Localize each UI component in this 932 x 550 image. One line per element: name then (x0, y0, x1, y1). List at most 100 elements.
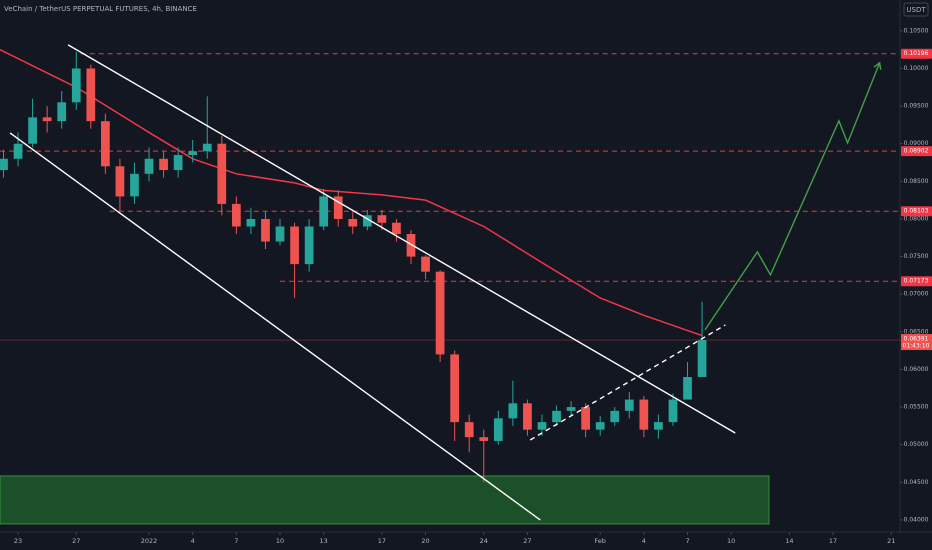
candle-body (464, 422, 474, 438)
moving-average (0, 48, 703, 337)
x-tick-label: 20 (421, 537, 429, 545)
x-tick-label: 7 (234, 537, 238, 545)
x-tick-label: 10 (727, 537, 735, 545)
trend-drawing (704, 62, 881, 331)
candle-body (668, 399, 678, 423)
y-tick-label: 0.05000 (904, 441, 929, 448)
candle-body (639, 399, 649, 430)
candle-body (188, 151, 198, 156)
candle-body (348, 218, 358, 227)
x-tick-label: 27 (523, 537, 531, 545)
candle-body (450, 354, 460, 423)
x-tick-label: 4 (191, 537, 195, 545)
candle-body (493, 418, 503, 441)
candle-body (537, 422, 547, 430)
candle-body (581, 407, 591, 430)
candle-body (435, 271, 445, 355)
y-tick-label: 0.10000 (904, 65, 929, 72)
demand-zone (0, 475, 770, 525)
candle-body (479, 437, 489, 441)
arrow-head (873, 61, 882, 70)
candle-body (304, 226, 314, 265)
currency-box[interactable] (903, 2, 929, 17)
level-tag (901, 48, 932, 59)
x-tick-label: 17 (378, 537, 386, 545)
candle-body (406, 234, 416, 257)
level-tag (901, 206, 932, 217)
candle-body (566, 407, 576, 411)
candle-body (290, 226, 299, 265)
level-label: 0.10196 (904, 50, 929, 57)
x-tick-label: 10 (276, 537, 284, 545)
candle-body (595, 422, 605, 430)
candle-body (421, 256, 430, 272)
y-tick-label: 0.07500 (904, 253, 929, 260)
y-tick-label: 0.05500 (904, 404, 929, 411)
y-tick-label: 0.04000 (904, 516, 929, 523)
currency: USDT (906, 6, 926, 14)
level-tag (901, 146, 932, 157)
candle-body (28, 117, 37, 144)
y-tick-label: 0.06500 (904, 328, 929, 335)
candle-body (115, 166, 125, 197)
candle-body (57, 102, 67, 122)
chart-title: VeChain / TetherUS PERPETUAL FUTURES, 4h… (4, 5, 197, 13)
candle-body (101, 121, 110, 167)
level-label: 0.08902 (904, 148, 929, 155)
trend-drawing (67, 44, 736, 434)
candle-body (159, 158, 168, 171)
candle-body (392, 222, 401, 235)
y-tick-label: 0.10500 (904, 27, 929, 34)
level-label: 0.08103 (904, 208, 929, 215)
candle-body (71, 68, 81, 103)
x-tick-label: 7 (685, 537, 689, 545)
x-tick-label: 2022 (141, 537, 158, 545)
candle-body (333, 196, 343, 219)
candle-body (42, 117, 52, 122)
y-tick-label: 0.08000 (904, 215, 929, 222)
y-tick-label: 0.06000 (904, 366, 929, 373)
candle-body (654, 422, 663, 430)
candle-body (362, 215, 372, 227)
y-tick-label: 0.09000 (904, 140, 929, 147)
y-tick-label: 0.07000 (904, 291, 929, 298)
current-price-label: 0.06391 (904, 336, 929, 343)
candle-body (217, 143, 227, 204)
candle-body (231, 203, 241, 227)
x-tick-label: 4 (642, 537, 646, 545)
y-tick-label: 0.09500 (904, 103, 929, 110)
candle-body (144, 158, 154, 174)
x-tick-label: 17 (829, 537, 837, 545)
x-tick-label: 23 (14, 537, 22, 545)
candle-body (246, 218, 256, 227)
candle-body (523, 403, 532, 430)
level-tag (901, 276, 932, 287)
candle-body (319, 196, 329, 227)
level-label: 0.07173 (904, 278, 929, 285)
current-price-tag (901, 334, 932, 351)
candle-body (508, 403, 518, 419)
y-tick-label: 0.08500 (904, 178, 929, 185)
candle-body (377, 215, 387, 223)
candle-body (697, 340, 707, 377)
candle-body (624, 399, 634, 411)
x-tick-label: 27 (72, 537, 80, 545)
x-tick-label: Feb (594, 537, 606, 545)
candle-body (173, 155, 183, 171)
x-tick-label: 21 (887, 537, 895, 545)
candle-body (683, 376, 692, 400)
trend-drawing (529, 324, 726, 441)
candle-body (202, 143, 212, 152)
x-tick-label: 14 (785, 537, 793, 545)
trend-drawing (9, 132, 541, 521)
candle-body (261, 218, 270, 242)
countdown: 01:43:10 (903, 343, 930, 350)
candle-body (610, 410, 620, 423)
candle-body (13, 143, 23, 159)
candle-body (552, 410, 561, 423)
candle-body (275, 226, 285, 242)
candle-body (0, 158, 8, 171)
